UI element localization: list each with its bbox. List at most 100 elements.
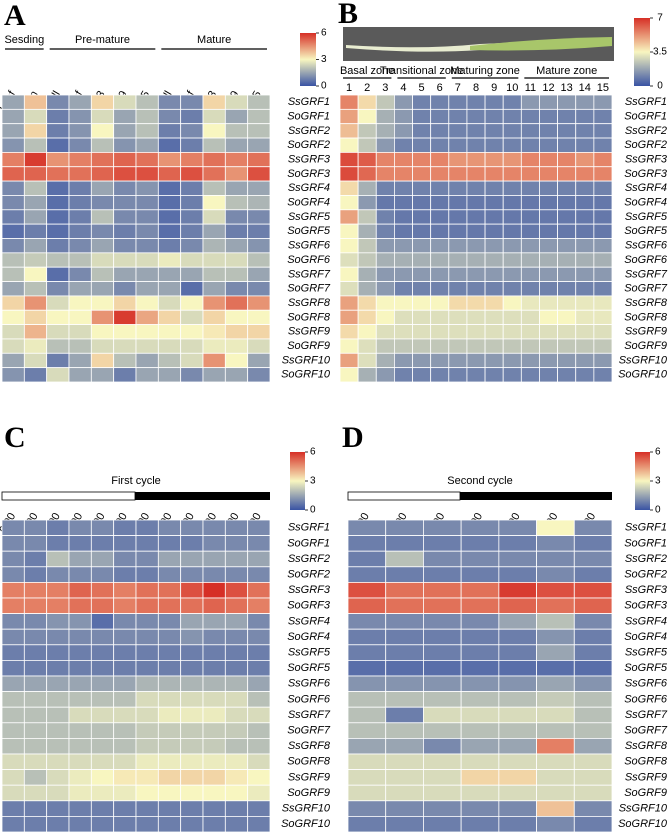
heatmap-cell: [180, 753, 204, 771]
heatmap-cell: [573, 644, 613, 661]
heatmap-cell: [393, 123, 413, 139]
heatmap-cell: [90, 166, 115, 182]
heatmap-cell: [539, 151, 559, 168]
heatmap-cell: [502, 238, 522, 254]
heatmap-cell: [68, 223, 92, 239]
heatmap-cell: [339, 180, 359, 196]
row-label: SsGRF5: [288, 211, 331, 223]
heatmap-cell: [202, 281, 226, 297]
heatmap-cell: [224, 338, 249, 354]
heatmap-cell: [385, 613, 424, 630]
colorbar-tick-label: 6: [310, 447, 316, 458]
heatmap-cell: [460, 784, 500, 802]
heatmap-cell: [180, 324, 204, 340]
heatmap-cell: [393, 209, 413, 225]
heatmap-cell: [202, 123, 226, 139]
heatmap-cell: [68, 338, 92, 354]
heatmap-cell: [502, 266, 522, 282]
heatmap-cell: [1, 137, 25, 153]
heatmap-cell: [113, 309, 137, 326]
heatmap-cell: [498, 722, 537, 739]
heatmap-cell: [247, 338, 271, 354]
heatmap-cell: [23, 660, 48, 677]
heatmap-cell: [90, 238, 115, 254]
heatmap-cell: [247, 266, 271, 282]
row-label: SsGRF3: [288, 153, 331, 165]
row-label: SsGRF8: [288, 297, 331, 309]
heatmap-cell: [1, 800, 25, 817]
heatmap-cell: [448, 108, 468, 125]
heatmap-cell: [575, 238, 595, 254]
row-label: SoGRF10: [618, 818, 668, 830]
column-label: 13: [561, 82, 573, 94]
heatmap-cell: [502, 195, 522, 211]
heatmap-cell: [180, 519, 204, 537]
heatmap-cell: [484, 123, 504, 139]
heatmap-cell: [393, 195, 413, 211]
heatmap-cell: [347, 550, 387, 568]
heatmap-cell: [247, 209, 271, 225]
heatmap-cell: [430, 238, 450, 254]
heatmap-cell: [90, 309, 115, 326]
row-label: SoGRF4: [287, 631, 330, 643]
heatmap-cell: [575, 180, 595, 196]
dark-period: [460, 492, 612, 500]
heatmap-cell: [113, 800, 137, 817]
heatmap-cell: [1, 519, 25, 537]
heatmap-cell: [539, 238, 559, 254]
heatmap-cell: [339, 137, 359, 153]
heatmap-cell: [593, 324, 613, 340]
heatmap-cell: [393, 367, 413, 383]
heatmap-cell: [90, 597, 115, 615]
heatmap-cell: [157, 324, 182, 340]
heatmap-cell: [498, 706, 537, 724]
heatmap-cell: [202, 266, 226, 282]
heatmap-cell: [502, 123, 522, 139]
heatmap-cell: [224, 644, 249, 661]
heatmap-cell: [68, 769, 92, 786]
heatmap-cell: [202, 324, 226, 340]
heatmap-cell: [135, 644, 159, 661]
heatmap-cell: [412, 352, 432, 369]
heatmap-cell: [393, 309, 413, 326]
heatmap-cell: [1, 550, 25, 568]
row-label: SsGRF3: [625, 584, 668, 596]
heatmap-cell: [202, 367, 226, 383]
heatmap-cell: [575, 223, 595, 239]
heatmap-cell: [135, 675, 159, 693]
heatmap-cell: [385, 550, 424, 568]
heatmap-cell: [412, 367, 432, 383]
heatmap-cell: [466, 195, 486, 211]
heatmap-cell: [484, 324, 504, 340]
heatmap-cell: [224, 324, 249, 340]
heatmap-cell: [68, 550, 92, 568]
heatmap-cell: [393, 295, 413, 311]
heatmap-cell: [113, 166, 137, 182]
heatmap-cell: [247, 784, 271, 802]
heatmap-cell: [68, 691, 92, 708]
heatmap-cell: [135, 94, 159, 110]
heatmap-cell: [575, 166, 595, 182]
heatmap-cell: [46, 166, 70, 182]
heatmap-cell: [202, 660, 226, 677]
heatmap-cell: [430, 151, 450, 168]
heatmap-cell: [1, 675, 25, 693]
heatmap-cell: [393, 281, 413, 297]
heatmap-cell: [347, 582, 387, 599]
heatmap-cell: [247, 582, 271, 599]
heatmap-cell: [247, 566, 271, 583]
heatmap-cell: [90, 519, 115, 537]
heatmap-cell: [90, 675, 115, 693]
heatmap-cell: [385, 582, 424, 599]
heatmap-cell: [46, 137, 70, 153]
heatmap-cell: [520, 352, 540, 369]
heatmap-cell: [23, 566, 48, 583]
heatmap-cell: [135, 800, 159, 817]
heatmap-cell: [575, 94, 595, 110]
heatmap-cell: [412, 195, 432, 211]
heatmap-cell: [484, 238, 504, 254]
heatmap-cell: [90, 535, 115, 552]
heatmap-cell: [46, 597, 70, 615]
heatmap-cell: [23, 166, 48, 182]
heatmap-cell: [460, 566, 500, 583]
